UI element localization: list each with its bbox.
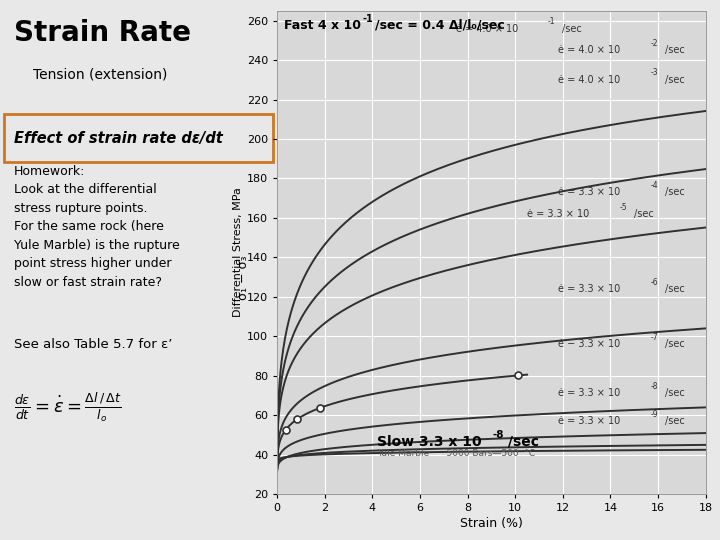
Text: See also Table 5.7 for ε’: See also Table 5.7 for ε’: [14, 338, 172, 350]
Text: Slow 3.3 x 10: Slow 3.3 x 10: [377, 435, 482, 449]
Text: Strain Rate: Strain Rate: [14, 19, 191, 47]
Text: -4: -4: [650, 181, 658, 190]
Text: ė = 3.3 × 10: ė = 3.3 × 10: [558, 187, 621, 197]
Text: /sec: /sec: [562, 24, 582, 33]
Text: -5: -5: [619, 202, 627, 212]
Text: ė = 3.3 × 10: ė = 3.3 × 10: [558, 388, 621, 399]
Text: ė = 3.3 × 10: ė = 3.3 × 10: [527, 209, 590, 219]
Y-axis label: Differential Stress, MPa: Differential Stress, MPa: [233, 187, 243, 318]
Text: ė = 3.3 × 10: ė = 3.3 × 10: [558, 416, 621, 426]
FancyBboxPatch shape: [4, 114, 273, 162]
Text: Homework:
Look at the differential
stress rupture points.
For the same rock (her: Homework: Look at the differential stres…: [14, 165, 179, 289]
Text: Tension (extension): Tension (extension): [33, 68, 168, 82]
Text: -6: -6: [650, 278, 658, 287]
Text: /sec: /sec: [634, 209, 653, 219]
Text: -2: -2: [650, 39, 658, 48]
Text: $\frac{d\varepsilon}{dt} = \dot{\varepsilon} = \frac{\Delta l\,/\,\Delta t}{l_o}: $\frac{d\varepsilon}{dt} = \dot{\varepsi…: [14, 392, 121, 424]
Text: -1: -1: [363, 14, 374, 24]
Text: -7: -7: [650, 333, 658, 342]
Text: ė = 4.0 × 10: ė = 4.0 × 10: [558, 75, 621, 85]
Text: Yule Marble      5000 Bars—500  °C: Yule Marble 5000 Bars—500 °C: [377, 449, 535, 458]
Text: ė = 3.3 × 10: ė = 3.3 × 10: [558, 284, 621, 294]
Text: /sec: /sec: [665, 284, 684, 294]
Text: /sec: /sec: [665, 339, 684, 349]
Text: -8: -8: [650, 382, 658, 391]
Text: /sec: /sec: [665, 388, 684, 399]
Text: /sec: /sec: [665, 416, 684, 426]
Text: /sec: /sec: [503, 435, 539, 449]
Text: -1: -1: [548, 17, 555, 26]
Text: -8: -8: [492, 430, 504, 440]
X-axis label: Strain (%): Strain (%): [460, 517, 523, 530]
Text: ė = 4.0 × 10: ė = 4.0 × 10: [456, 24, 518, 33]
Text: σ₁ − σ₃: σ₁ − σ₃: [238, 256, 251, 300]
Text: ė = 4.0 × 10: ė = 4.0 × 10: [558, 45, 621, 55]
Text: -9: -9: [650, 410, 658, 418]
Text: /sec: /sec: [665, 187, 684, 197]
Text: ė − 3.3 × 10: ė − 3.3 × 10: [558, 339, 621, 349]
Text: /sec: /sec: [665, 45, 684, 55]
Text: Effect of strain rate dε/dt: Effect of strain rate dε/dt: [14, 131, 222, 146]
Text: Fast 4 x 10: Fast 4 x 10: [284, 19, 361, 32]
Text: /sec: /sec: [665, 75, 684, 85]
Text: /sec = 0.4 Δl/l₀/sec: /sec = 0.4 Δl/l₀/sec: [375, 19, 505, 32]
Text: -3: -3: [650, 69, 658, 77]
